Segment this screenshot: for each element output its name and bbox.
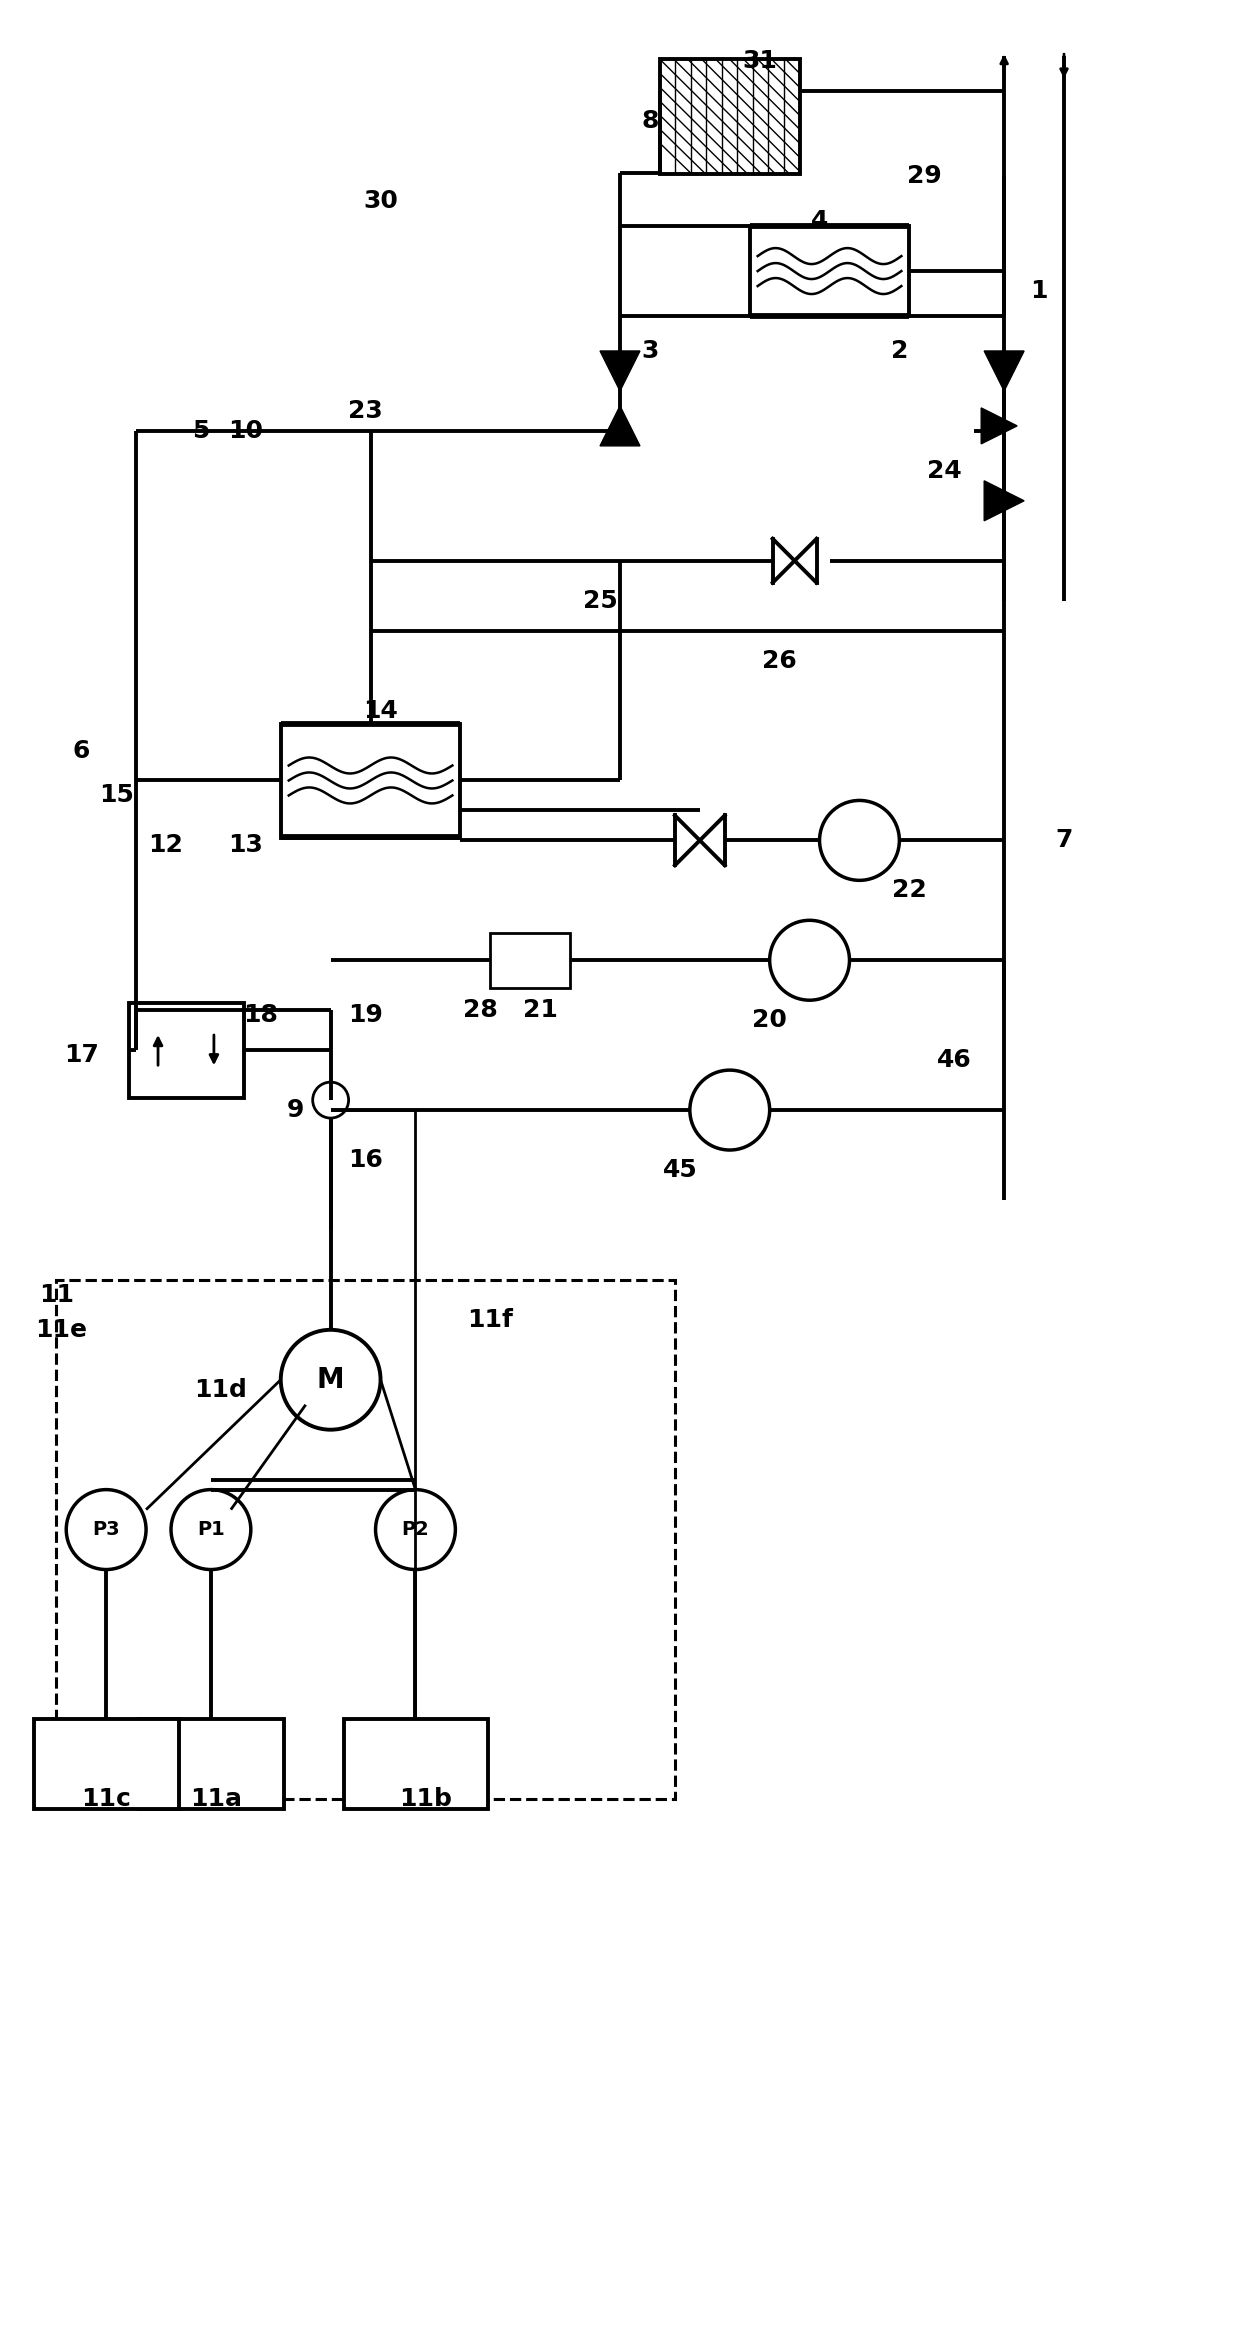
Text: 19: 19	[348, 1003, 383, 1027]
Text: 8: 8	[642, 110, 659, 134]
Text: 11f: 11f	[467, 1308, 513, 1332]
Text: 13: 13	[228, 834, 263, 857]
Circle shape	[171, 1489, 250, 1569]
Text: 20: 20	[752, 1008, 787, 1031]
Text: 10: 10	[228, 418, 264, 444]
Polygon shape	[600, 350, 641, 390]
Text: 22: 22	[892, 879, 927, 902]
Text: 4: 4	[810, 209, 828, 233]
Bar	[281, 723, 461, 839]
Text: 21: 21	[523, 998, 558, 1022]
Text: 9: 9	[287, 1097, 305, 1123]
Text: 11d: 11d	[195, 1379, 248, 1402]
Circle shape	[281, 1330, 380, 1431]
Bar	[660, 59, 799, 174]
Text: 15: 15	[99, 785, 134, 808]
Text: 12: 12	[149, 834, 183, 857]
Text: M: M	[317, 1365, 344, 1393]
Text: 46: 46	[937, 1048, 971, 1071]
Bar	[56, 1280, 675, 1799]
Circle shape	[690, 1071, 769, 1151]
Polygon shape	[600, 406, 641, 446]
Text: 16: 16	[348, 1149, 383, 1172]
Text: 30: 30	[363, 190, 398, 214]
Polygon shape	[984, 482, 1025, 521]
Text: P3: P3	[93, 1520, 120, 1539]
Text: 24: 24	[927, 458, 961, 484]
Text: 6: 6	[73, 738, 90, 763]
Polygon shape	[984, 350, 1025, 390]
Text: 23: 23	[348, 399, 383, 423]
Circle shape	[769, 921, 850, 1001]
Text: 5: 5	[192, 418, 209, 444]
Text: 26: 26	[762, 648, 797, 672]
Text: 11c: 11c	[82, 1788, 131, 1811]
Text: 29: 29	[907, 164, 942, 188]
Text: 18: 18	[243, 1003, 279, 1027]
Text: 2: 2	[891, 338, 908, 364]
Text: 11a: 11a	[190, 1788, 242, 1811]
Polygon shape	[981, 409, 1017, 444]
Text: 25: 25	[582, 590, 617, 613]
Text: 28: 28	[463, 998, 498, 1022]
Text: 3: 3	[642, 338, 659, 364]
Text: 11e: 11e	[35, 1318, 87, 1341]
Text: 17: 17	[63, 1043, 99, 1066]
Text: P1: P1	[197, 1520, 224, 1539]
Text: P2: P2	[401, 1520, 430, 1539]
Text: 45: 45	[663, 1158, 698, 1182]
Bar	[129, 1003, 244, 1097]
Bar	[491, 933, 570, 989]
Text: 11b: 11b	[399, 1788, 452, 1811]
Circle shape	[312, 1083, 348, 1118]
Text: 14: 14	[363, 698, 398, 723]
Circle shape	[375, 1489, 456, 1569]
Bar	[35, 1719, 178, 1809]
Text: 7: 7	[1056, 829, 1073, 853]
Circle shape	[66, 1489, 146, 1569]
Text: 31: 31	[742, 49, 777, 73]
Bar	[750, 226, 909, 317]
Circle shape	[819, 801, 900, 881]
Text: 1: 1	[1031, 280, 1048, 303]
Bar	[343, 1719, 488, 1809]
Text: 11: 11	[38, 1283, 74, 1306]
Bar	[139, 1719, 284, 1809]
